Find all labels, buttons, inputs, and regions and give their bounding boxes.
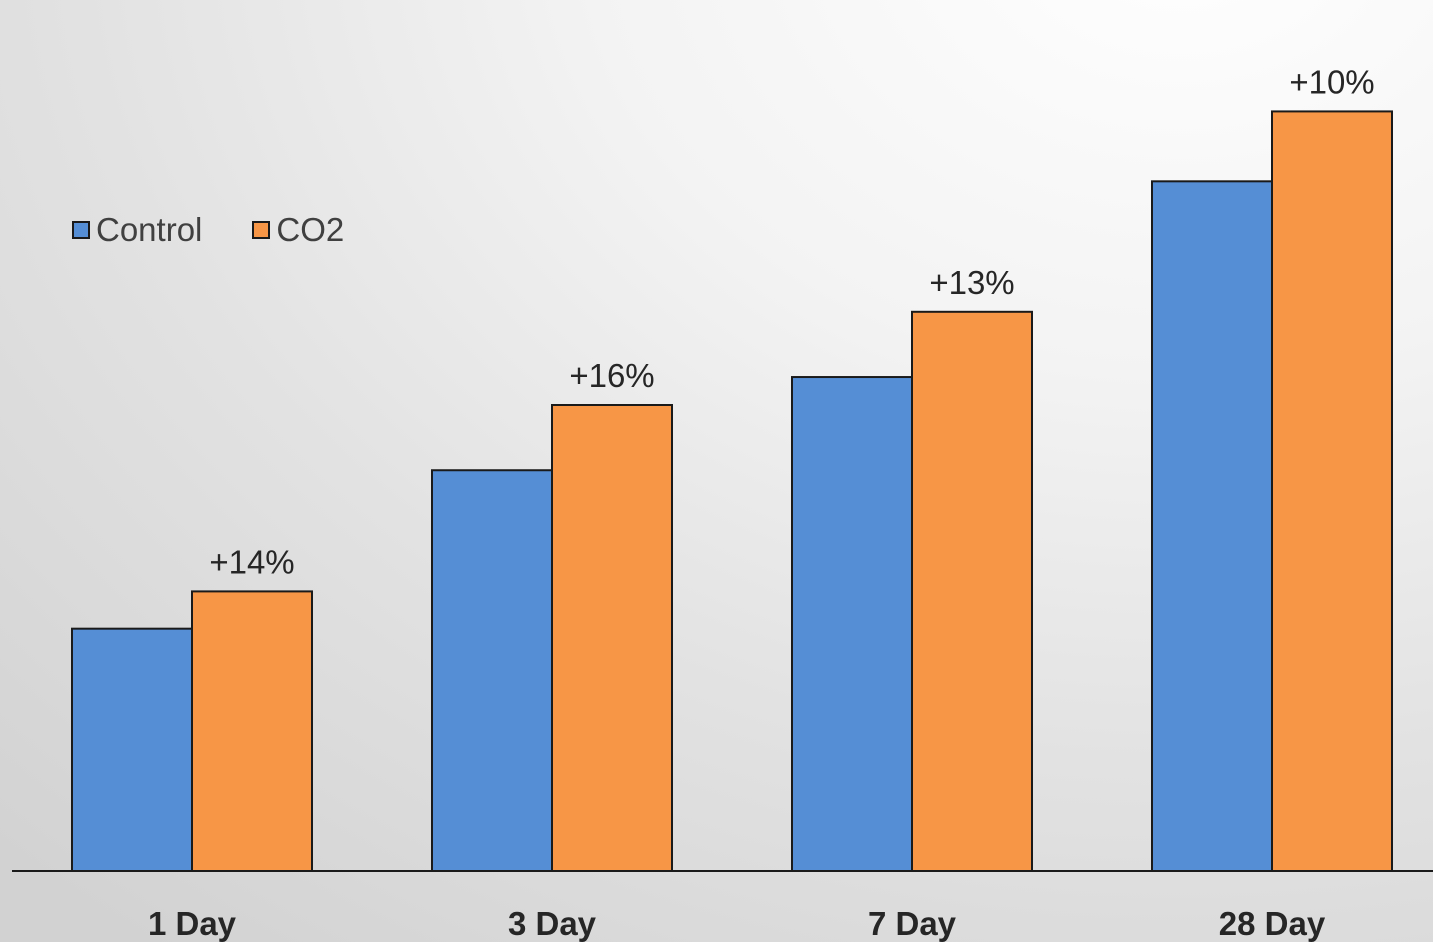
x-tick-label-28-day: 28 Day (1219, 905, 1326, 942)
x-tick-label-3-day: 3 Day (508, 905, 597, 942)
bar-control-7-day (791, 376, 913, 872)
x-tick-label-1-day: 1 Day (148, 905, 237, 942)
bar-co2-7-day (911, 310, 1033, 872)
bar-control-28-day (1151, 180, 1273, 872)
data-label-3-day: +16% (569, 357, 654, 394)
bar-co2-3-day (551, 404, 673, 872)
legend-swatch-co2 (252, 221, 271, 239)
legend-label-control: Control (96, 211, 203, 248)
legend-label-co2: CO2 (276, 211, 345, 248)
bar-co2-1-day (191, 590, 313, 873)
legend-swatch-control (72, 221, 90, 239)
x-tick-label-7-day: 7 Day (868, 905, 957, 942)
legend-item-control: Control (72, 210, 202, 250)
data-label-7-day: +13% (929, 264, 1014, 301)
data-label-28-day: +10% (1289, 63, 1374, 100)
bar-control-3-day (431, 469, 553, 872)
bar-control-1-day (71, 627, 193, 872)
chart-legend: Control CO2 (72, 210, 394, 250)
data-label-1-day: +14% (209, 543, 294, 580)
bar-co2-28-day (1271, 110, 1393, 873)
legend-item-co2: CO2 (252, 210, 344, 250)
